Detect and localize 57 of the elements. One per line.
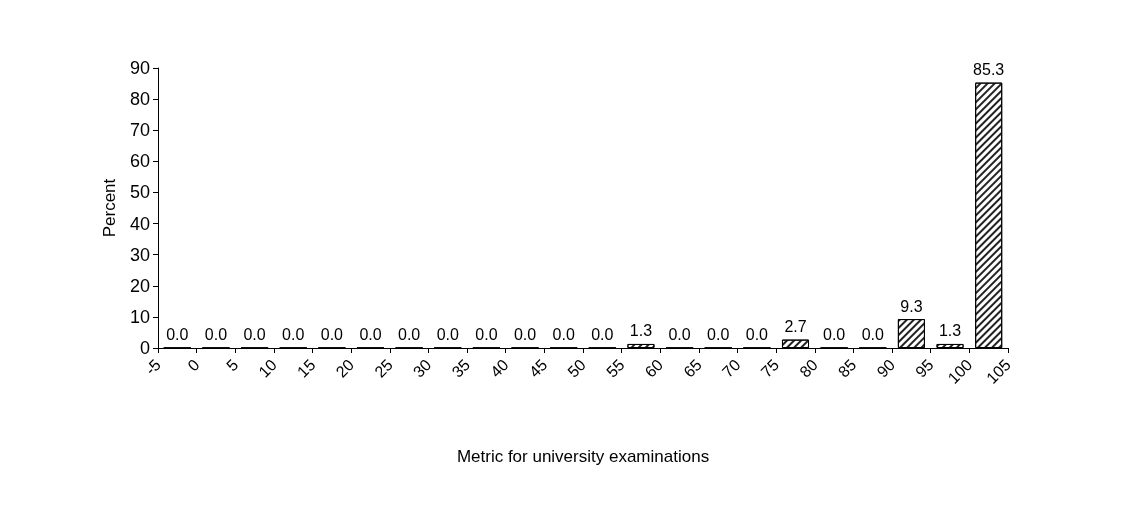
y-tick-label: 0 (139, 338, 150, 358)
y-tick-label: 10 (129, 306, 150, 327)
y-tick-label: 50 (129, 182, 150, 203)
y-tick-label: 80 (129, 89, 150, 110)
data-label: 0.0 (823, 326, 846, 343)
x-tick-label: 15 (293, 355, 319, 381)
data-label: 0.0 (552, 326, 575, 343)
data-label: 0.0 (166, 326, 189, 343)
data-label: 0.0 (320, 326, 344, 343)
data-label: 0.0 (707, 326, 730, 343)
data-label: 0.0 (475, 326, 498, 343)
data-label: 0.0 (513, 326, 537, 343)
x-tick-label: 100 (944, 355, 976, 387)
x-tick-label: 10 (255, 355, 280, 381)
y-tick-label: 30 (129, 244, 150, 265)
data-label: 0.0 (204, 326, 228, 343)
y-tick-label: 60 (129, 151, 150, 172)
x-tick-label: 70 (718, 355, 744, 381)
x-tick-label: 60 (641, 355, 667, 381)
x-tick-label: 75 (757, 355, 783, 381)
x-tick-label: 25 (371, 355, 396, 381)
data-label: 1.3 (629, 322, 653, 340)
data-label: 0.0 (668, 326, 691, 343)
data-label: 0.0 (282, 326, 305, 343)
data-label: 2.7 (784, 318, 807, 336)
x-tick-label: 50 (564, 355, 590, 381)
data-label: 1.3 (938, 322, 962, 340)
data-label: 0.0 (591, 326, 614, 343)
x-tick-label: 5 (222, 355, 242, 375)
data-label: 0.0 (359, 326, 382, 343)
data-label: 0.0 (745, 326, 769, 343)
x-tick-label: 35 (448, 355, 474, 381)
data-label: 0.0 (398, 326, 421, 343)
y-tick-label: 70 (129, 120, 150, 141)
x-tick-label: 40 (487, 355, 512, 381)
data-label: 0.0 (243, 326, 266, 343)
data-label: 0.0 (861, 326, 884, 343)
x-tick-label: 65 (680, 355, 705, 381)
x-tick-label: 80 (796, 355, 821, 381)
x-tick-label: 20 (332, 355, 358, 381)
y-axis-title: Percent (100, 178, 119, 238)
data-label: 0.0 (436, 326, 459, 343)
y-tick-label: 40 (129, 213, 150, 234)
data-label: 9.3 (900, 297, 923, 315)
y-tick-label: 20 (129, 275, 150, 296)
x-axis-title: Metric for university examinations (456, 447, 710, 466)
x-tick-label: 30 (409, 355, 435, 381)
x-tick-label: 0 (184, 355, 203, 375)
x-tick-label: 85 (834, 355, 860, 381)
x-tick-label: -5 (141, 355, 165, 379)
x-tick-label: 55 (603, 355, 628, 381)
y-tick-label: 90 (129, 58, 150, 78)
x-tick-label: 95 (912, 355, 937, 381)
x-tick-label: 105 (983, 355, 1015, 387)
data-label: 85.3 (973, 61, 1005, 79)
x-tick-label: 45 (525, 355, 551, 381)
x-tick-label: 90 (873, 355, 899, 381)
